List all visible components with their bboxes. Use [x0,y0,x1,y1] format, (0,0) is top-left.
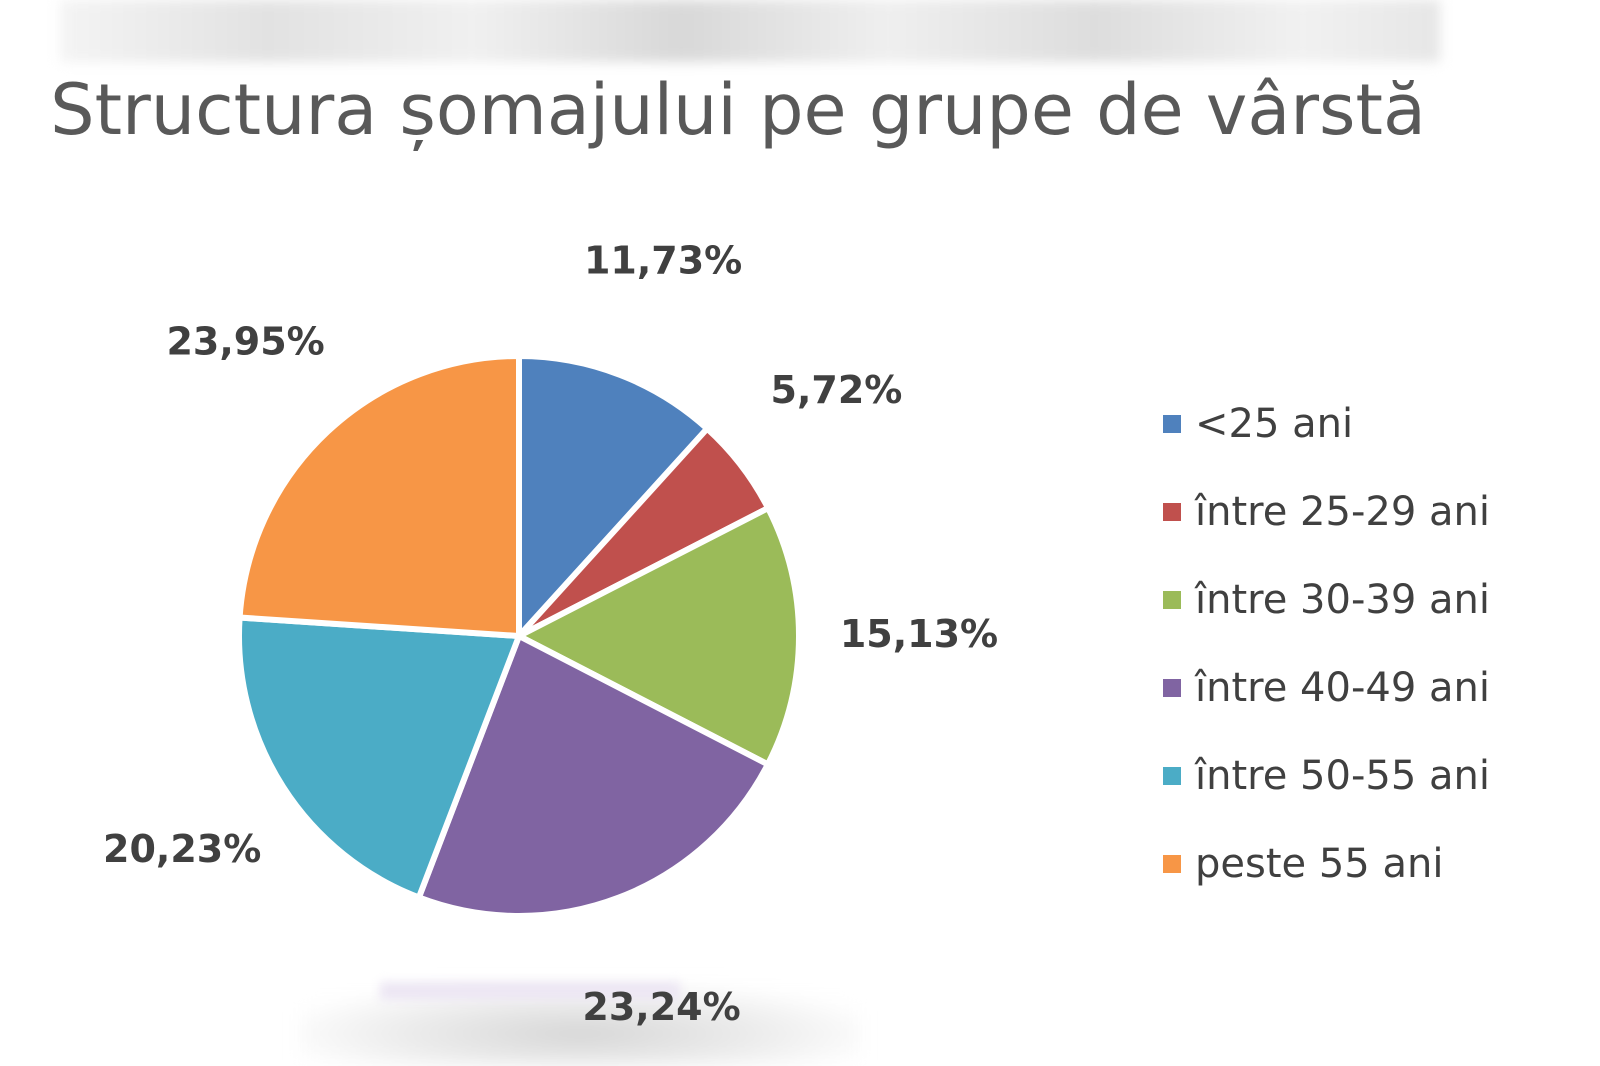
legend-item-2: între 30-39 ani [1163,556,1490,644]
legend-swatch-3 [1163,679,1181,697]
legend-label-3: între 40-49 ani [1195,665,1490,711]
data-label-4: 20,23% [103,827,261,871]
blurred-header-band [60,0,1440,62]
legend-swatch-5 [1163,855,1181,873]
data-label-3: 23,24% [582,985,740,1029]
data-label-1: 5,72% [771,368,903,412]
legend-swatch-2 [1163,591,1181,609]
pie-slice-4 [236,614,522,901]
chart-title: Structura șomajului pe grupe de vârstă [50,69,1426,151]
pie-slice-0 [516,353,711,639]
legend-swatch-4 [1163,767,1181,785]
legend-item-3: între 40-49 ani [1163,644,1490,732]
legend-swatch-0 [1163,415,1181,433]
legend-item-1: între 25-29 ani [1163,468,1490,556]
legend-swatch-1 [1163,503,1181,521]
legend-label-2: între 30-39 ani [1195,577,1490,623]
pie-slice-2 [516,505,802,768]
blurred-footer-tint [380,982,680,1000]
legend-label-5: peste 55 ani [1195,841,1444,887]
legend-label-0: <25 ani [1195,401,1354,447]
chart-legend: <25 ani între 25-29 ani între 30-39 ani înt… [1163,380,1490,908]
data-label-2: 15,13% [840,612,998,656]
legend-item-5: peste 55 ani [1163,820,1490,908]
legend-item-0: <25 ani [1163,380,1490,468]
pie-slice-3 [415,633,771,919]
legend-label-4: între 50-55 ani [1195,753,1490,799]
data-label-0: 11,73% [584,238,742,282]
data-label-5: 23,95% [166,319,324,363]
legend-label-1: între 25-29 ani [1195,489,1490,535]
pie-slice-5 [236,353,522,639]
legend-item-4: între 50-55 ani [1163,732,1490,820]
